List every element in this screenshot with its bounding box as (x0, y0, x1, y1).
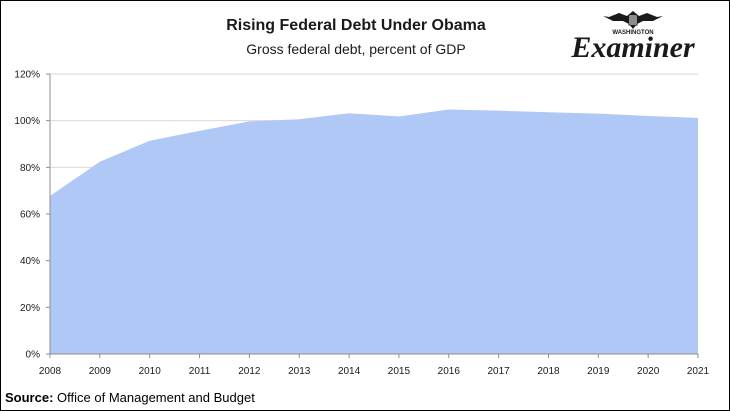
x-tick-label: 2016 (438, 366, 461, 377)
y-tick-label: 60% (20, 210, 40, 221)
x-tick-label: 2019 (587, 366, 610, 377)
source-text: Office of Management and Budget (57, 390, 255, 405)
y-tick-label: 120% (14, 70, 40, 81)
chart-subtitle: Gross federal debt, percent of GDP (246, 41, 466, 57)
x-tick-label: 2008 (39, 366, 62, 377)
x-tick-label: 2017 (487, 366, 510, 377)
x-tick-label: 2012 (238, 366, 261, 377)
chart-title: Rising Federal Debt Under Obama (226, 17, 486, 34)
source-note: Source: Office of Management and Budget (5, 390, 255, 405)
x-tick-label: 2011 (189, 366, 211, 377)
y-tick-label: 40% (20, 256, 40, 267)
debt-area-series (50, 109, 698, 354)
eagle-icon (603, 11, 663, 29)
x-tick-label: 2014 (338, 366, 361, 377)
x-tick-label: 2015 (388, 366, 411, 377)
area-layer (50, 109, 698, 354)
washington-examiner-logo: WASHINGTON Examiner (570, 11, 695, 63)
y-tick-label: 100% (14, 116, 40, 127)
x-tick-label: 2010 (139, 366, 162, 377)
logo-wordmark: Examiner (570, 31, 695, 63)
y-tick-label: 20% (20, 303, 40, 314)
x-tick-label: 2020 (637, 366, 660, 377)
axis-layer: 0% 20% 40% 60% 80% 100% 120% 2008 2009 2010 2011 20… (14, 70, 709, 378)
source-label: Source: (5, 390, 54, 405)
x-tick-label: 2013 (288, 366, 311, 377)
x-tick-label: 2009 (89, 366, 112, 377)
logo-tagline: WASHINGTON (612, 30, 653, 36)
x-tick-label: 2018 (537, 366, 560, 377)
y-tick-label: 0% (26, 350, 41, 361)
x-tick-label: 2021 (687, 366, 710, 377)
y-tick-label: 80% (20, 163, 40, 174)
